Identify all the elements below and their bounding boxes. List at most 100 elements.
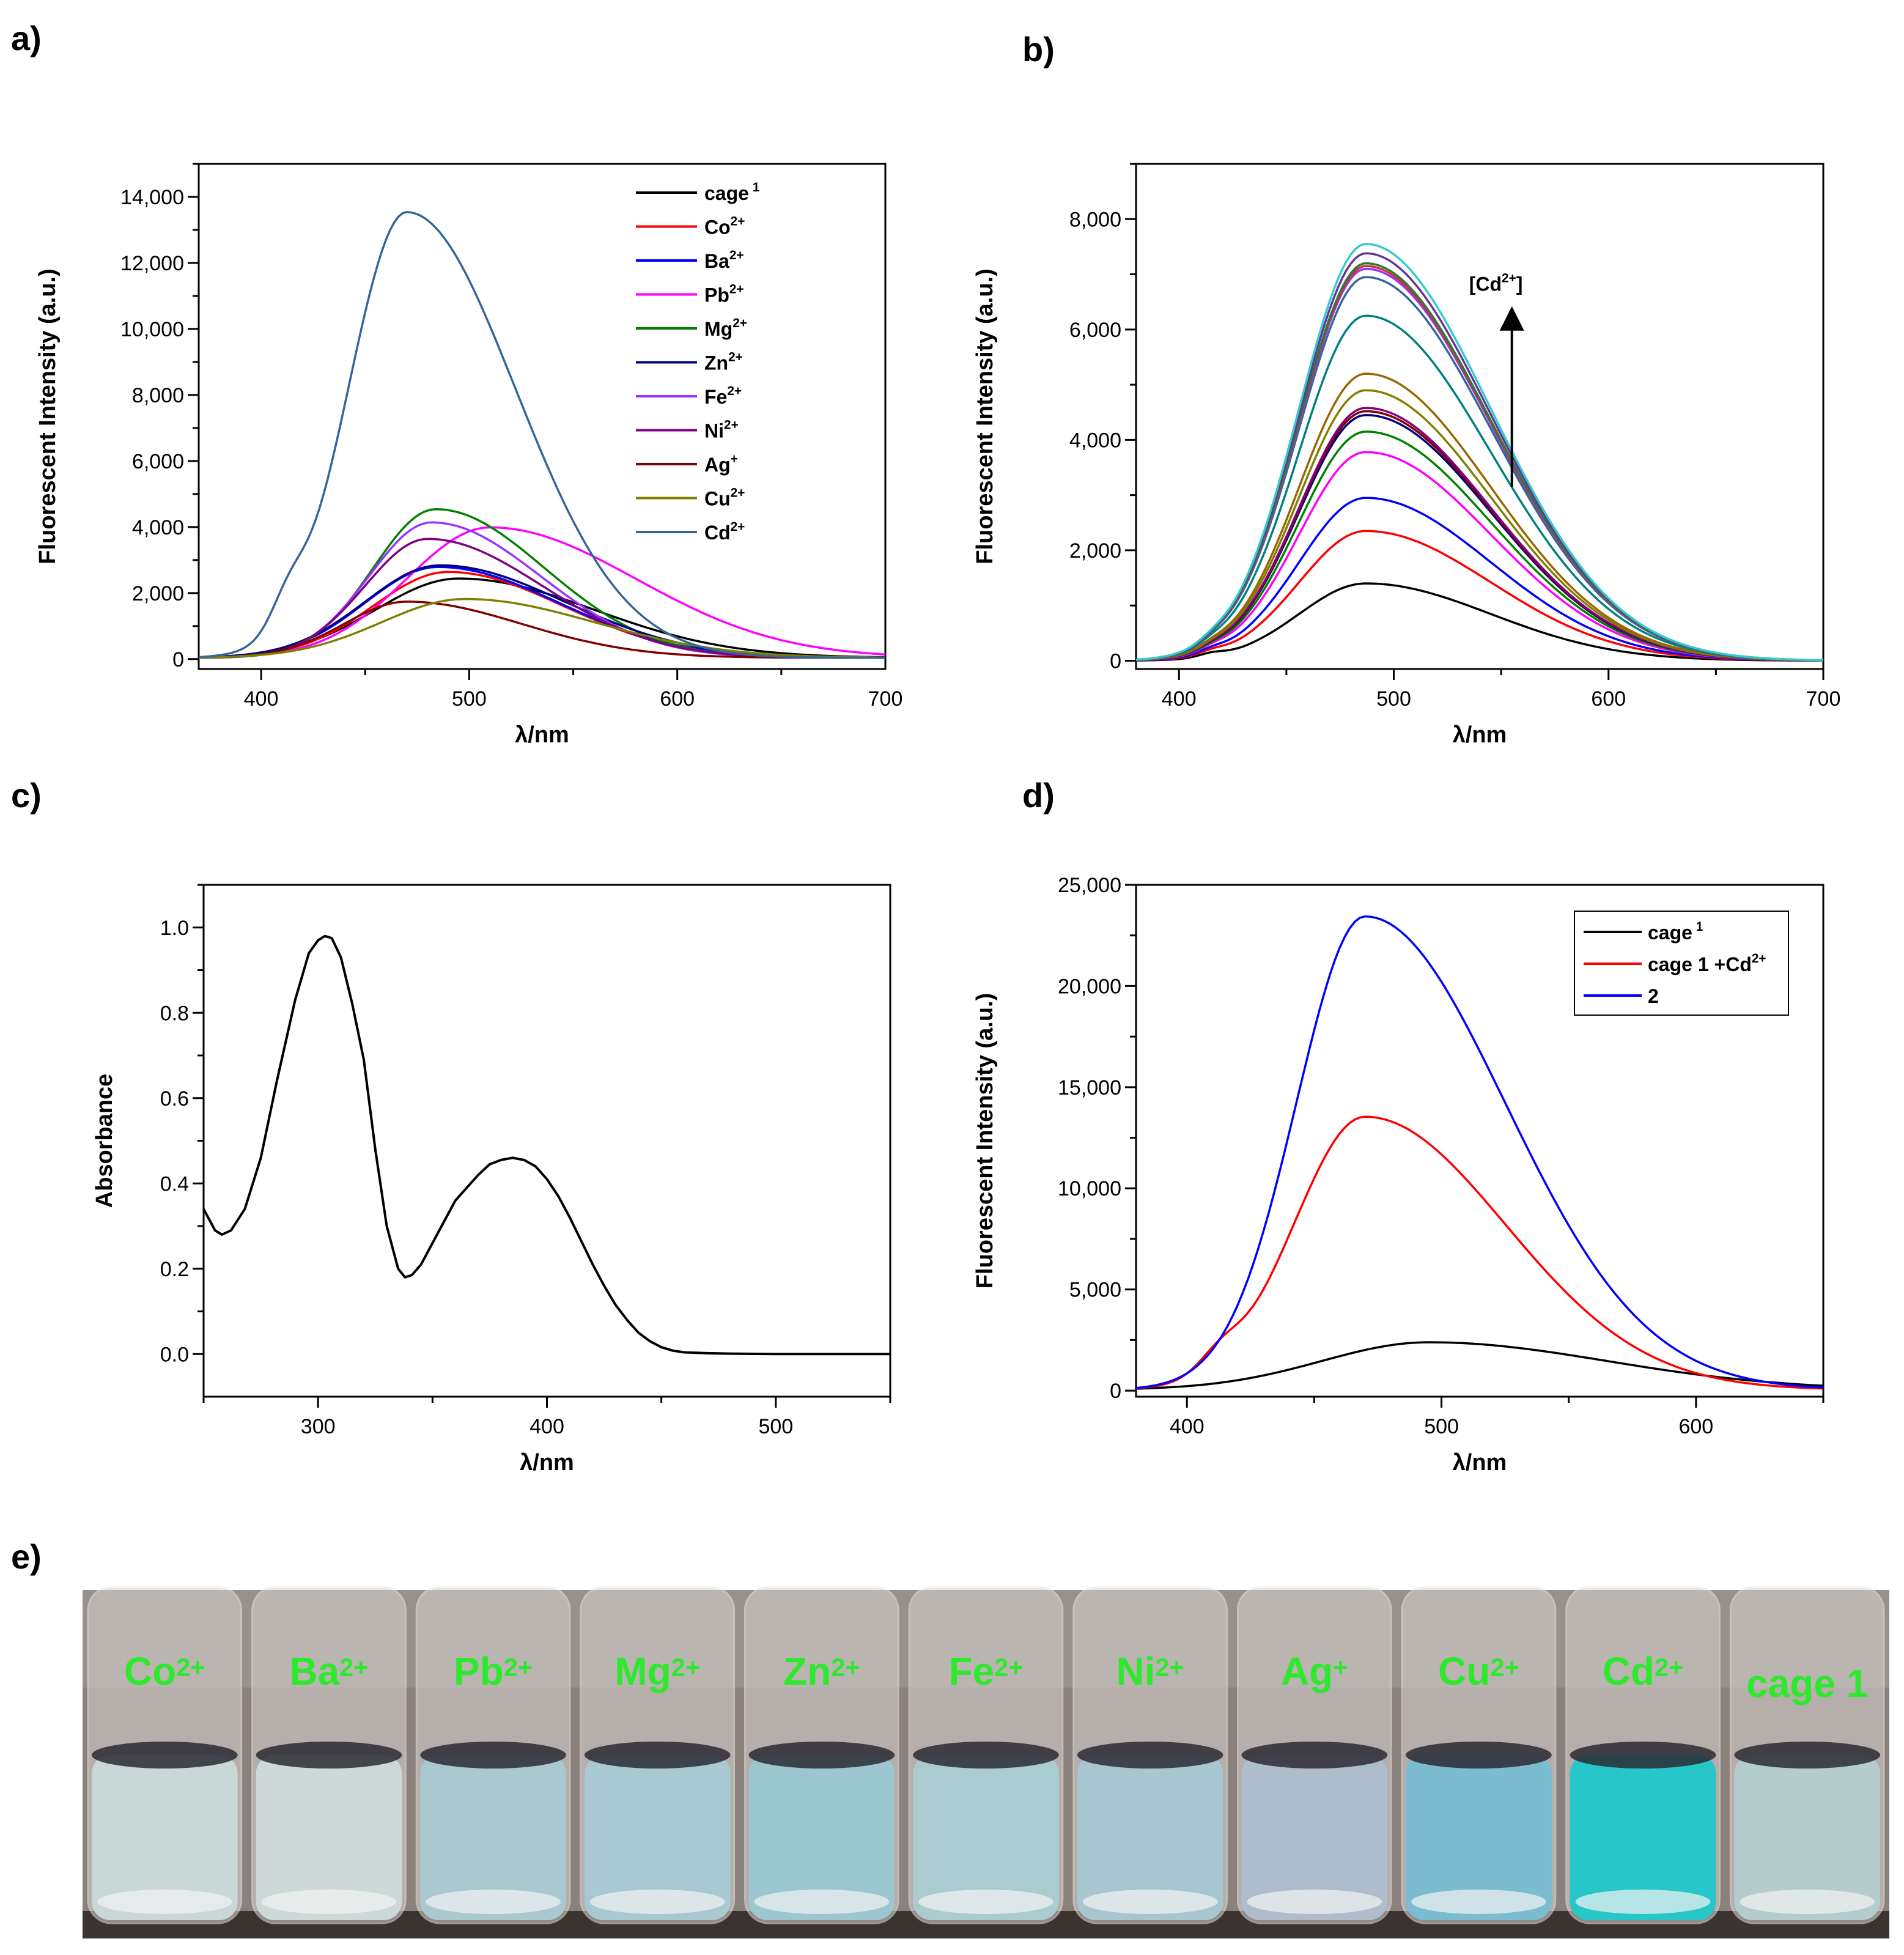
series-line-16 (1136, 243, 1823, 662)
y-tick-label: 0.2 (160, 1258, 189, 1281)
vial-label-1: Ba2+ (289, 1649, 368, 1693)
series-line-pb2- (199, 526, 885, 659)
legend-label: Pb2+ (704, 283, 744, 306)
panel-label-a: a) (11, 19, 42, 57)
x-tick-label: 400 (244, 687, 279, 711)
legend-label: cage 1 (704, 180, 759, 204)
x-tick-label: 700 (868, 687, 903, 711)
vial-bottom (261, 1890, 397, 1914)
vial-liquid (1406, 1755, 1552, 1920)
series-line-10 (1136, 314, 1823, 662)
vial-label-0: Co2+ (124, 1649, 205, 1693)
vial-bottom (1247, 1890, 1382, 1914)
x-tick-label: 400 (530, 1415, 564, 1438)
x-tick-label: 500 (758, 1415, 793, 1438)
y-tick-label: 0.8 (160, 1002, 189, 1025)
vial-meniscus (1241, 1742, 1388, 1768)
series-line-cu2- (199, 597, 885, 659)
y-tick-label: 0 (1110, 649, 1121, 673)
chart-d: 400 500 600 0 5,000 10,000 15,000 20,000 25,000 λ… (972, 874, 1825, 1476)
x-tick-label: 500 (1376, 687, 1411, 711)
legend-label: Ag+ (704, 452, 738, 476)
y-tick-label: 0.0 (160, 1343, 189, 1366)
vial-meniscus (1406, 1742, 1552, 1768)
vial-photo: Co2+ Ba2+ Pb2+ Mg2+ Zn2+ Fe2+ Ni2+ Ag+ Cu2+ Cd2+ c… (83, 1586, 1889, 1938)
y-tick-label: 8,000 (1069, 208, 1121, 231)
vial-label-8: Cu2+ (1438, 1649, 1519, 1693)
vial-label-9: Cd2+ (1603, 1649, 1684, 1693)
y-tick-label: 10,000 (120, 318, 184, 341)
vial-meniscus (1570, 1742, 1716, 1768)
vial-bottom (1575, 1890, 1711, 1914)
chart-b: 400 500 600 700 0 2,000 4,000 6,000 8,000 λ/nm Flu… (972, 163, 1841, 748)
vial-label-4: Zn2+ (783, 1649, 860, 1693)
series-group (1136, 243, 1823, 662)
legend-label: 2 (1648, 985, 1659, 1007)
y-tick-label: 1.0 (160, 917, 189, 940)
vial-label-6: Ni2+ (1116, 1649, 1184, 1693)
vial-bottom (1082, 1890, 1218, 1914)
panel-label-e: e) (11, 1537, 42, 1576)
vial-meniscus (748, 1742, 895, 1768)
vial-bottom (426, 1890, 561, 1914)
chart-c: 300 400 500 0.0 0.2 0.4 0.6 0.8 1.0 λ/nm Absorbanc… (92, 884, 891, 1476)
plot-frame (1135, 163, 1825, 670)
vial-label-10: cage 1 (1746, 1661, 1868, 1706)
legend-label: Cu2+ (704, 486, 745, 510)
vial-bottom (589, 1890, 725, 1914)
x-tick-label: 400 (1170, 1415, 1205, 1438)
x-axis-title: λ/nm (515, 722, 569, 748)
vial-bottom (1411, 1890, 1546, 1914)
vial-label-2: Pb2+ (454, 1649, 533, 1693)
y-axis-title: Fluorescent Intensity (a.u.) (35, 268, 61, 564)
legend-label: Co2+ (704, 215, 745, 238)
vial-liquid (748, 1755, 895, 1920)
legend-label: Ba2+ (704, 248, 744, 272)
cd-annotation: [Cd2+] (1469, 272, 1523, 295)
vial-liquid (420, 1755, 566, 1920)
y-tick-label: 0 (172, 648, 184, 671)
legend-label: Fe2+ (704, 384, 742, 408)
vial-bottom (754, 1890, 890, 1914)
x-axis-title: λ/nm (1453, 1450, 1507, 1476)
y-tick-label: 14,000 (120, 186, 184, 209)
y-tick-label: 2,000 (1069, 539, 1121, 563)
vial-bottom (97, 1890, 232, 1914)
x-tick-label: 600 (1591, 687, 1626, 711)
series-line-cage-1-cd2- (1136, 1115, 1823, 1390)
legend-label: cage 1 +Cd2+ (1648, 952, 1766, 975)
legend-label: Cd2+ (704, 520, 745, 544)
x-tick-label: 600 (660, 687, 695, 711)
panel-label-b: b) (1022, 30, 1055, 68)
series-group (204, 934, 890, 1356)
vial-liquid (1734, 1755, 1880, 1920)
series-line-9 (1136, 372, 1823, 662)
x-tick-label: 700 (1806, 687, 1841, 711)
plot-frame (1135, 884, 1825, 1398)
panel-label-c: c) (11, 776, 42, 815)
y-axis-title: Absorbance (92, 1074, 117, 1208)
series-line-fe2- (199, 521, 885, 659)
series-line-mg2- (199, 508, 885, 659)
vial-liquid (584, 1755, 731, 1920)
y-tick-label: 8,000 (132, 384, 184, 407)
x-tick-label: 300 (301, 1415, 336, 1438)
y-axis-title: Fluorescent Intensity (a.u.) (972, 993, 998, 1289)
x-tick-label: 500 (452, 687, 487, 711)
vial-meniscus (420, 1742, 566, 1768)
y-tick-label: 4,000 (132, 516, 184, 539)
vial-liquid (1077, 1755, 1223, 1920)
legend-label: Mg2+ (704, 316, 747, 340)
y-tick-label: 4,000 (1069, 429, 1121, 452)
x-tick-label: 500 (1424, 1415, 1459, 1438)
series-group (199, 211, 885, 659)
vial-meniscus (92, 1742, 238, 1768)
legend-label: cage 1 (1648, 920, 1703, 944)
panel-label-d: d) (1022, 776, 1055, 815)
y-tick-label: 25,000 (1058, 874, 1121, 897)
y-tick-label: 12,000 (120, 252, 184, 275)
series-group (1136, 915, 1823, 1390)
series-line-ag- (199, 601, 885, 659)
series-line-13 (1136, 265, 1823, 662)
